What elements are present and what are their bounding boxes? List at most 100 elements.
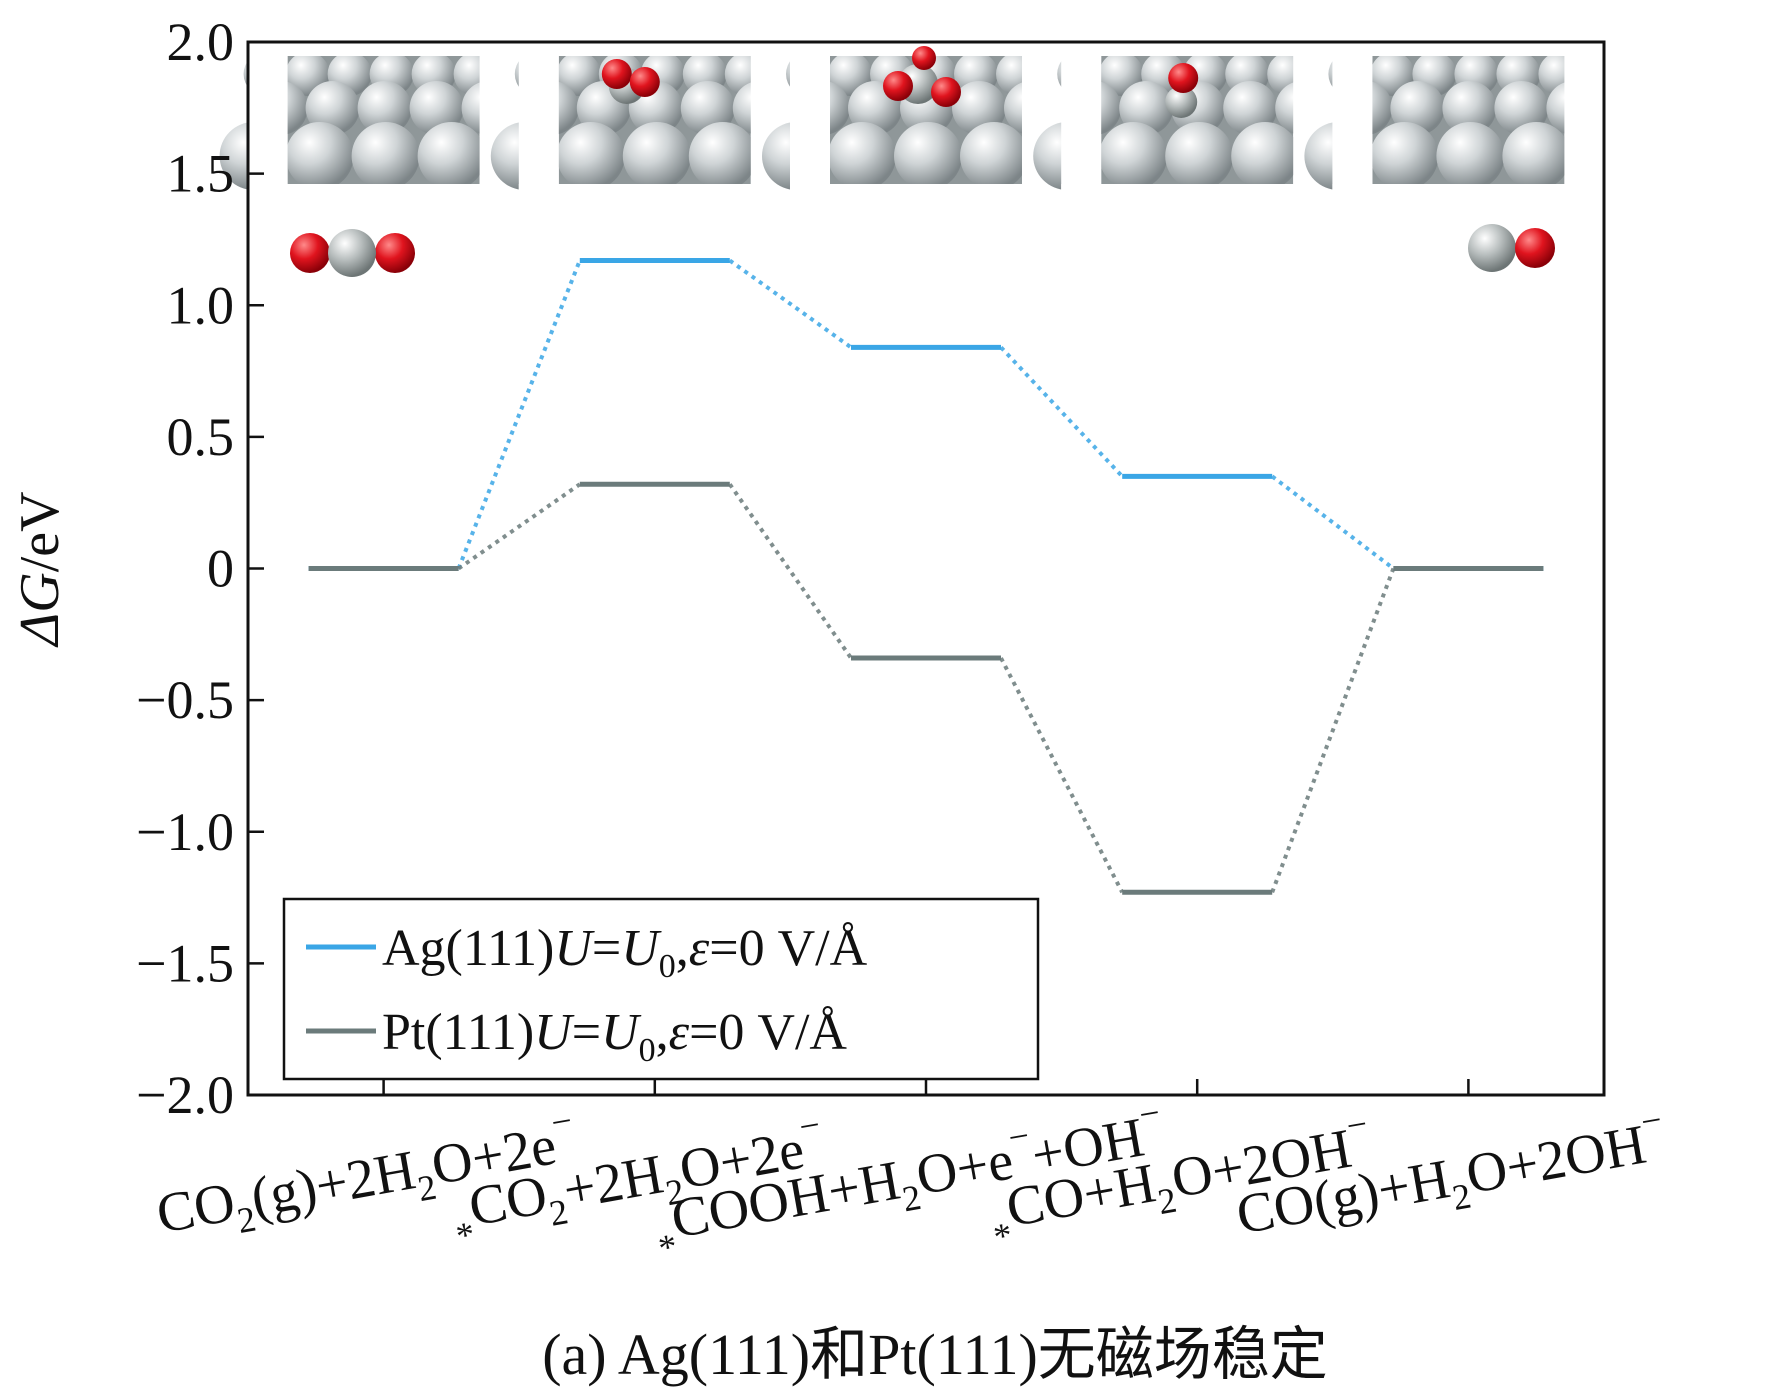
carbon-atom [328,229,376,277]
y-axis-unit: /eV [9,491,71,572]
metal-atom [1223,81,1278,135]
metal-atom [952,81,1006,135]
co-molecule [1468,224,1555,272]
legend-label-part: 0 [659,948,676,985]
legend-label-part: Pt(111) [382,1004,534,1061]
metal-atom [960,122,1028,190]
clip-bottom [790,184,1062,224]
clip-right [479,16,520,224]
legend-label: Pt(111)U=U0,ε=0 V/Å [382,1004,847,1069]
clip-right [750,16,791,224]
clip-right [1564,16,1605,224]
metal-atom [894,122,962,190]
oxygen-atom [931,77,961,107]
clip-left [1332,16,1373,224]
metal-atom [409,81,464,135]
transition-connector [1270,567,1396,893]
y-tick-label: −1.0 [136,802,234,862]
category-label-part: CO [152,1171,239,1246]
clip-bottom [1061,184,1334,224]
transition-connector [728,258,853,349]
transition-connector [999,346,1124,478]
structure-insets [219,16,1606,1097]
clip-left [247,16,288,224]
metal-atom [622,122,691,190]
clip-bottom [518,184,791,224]
metal-atom [285,122,354,190]
category-label-part: O+e [912,1129,1018,1207]
metal-atom [688,122,757,190]
legend-label-part: , [676,920,689,977]
metal-atom [1436,122,1505,190]
legend-label: Ag(111)U=U0,ε=0 V/Å [382,920,868,985]
oxygen-atom [375,233,415,273]
clip-right [1022,16,1062,224]
metal-atom [1370,122,1439,190]
oxygen-atom [601,59,632,89]
transition-connector [999,657,1124,894]
category-labels: CO2(g)+2H2O+2e−*CO2+2H2O+2e−*COOH+H2O+e−… [152,1092,1672,1268]
metal-atom [1165,122,1234,190]
y-tick-label: −2.0 [136,1065,234,1125]
plot-area: 2.0 1.5 1.0 0.5 0 −0.5 −1.0 −1.5 −2.0 ΔG/eV [9,12,1606,1125]
y-tick-label: 0.5 [167,407,235,467]
y-tick-label: −0.5 [136,670,234,730]
clip-top [518,16,791,56]
category-label: CO(g)+H2O+2OH− [1230,1099,1672,1255]
metal-atom [1099,122,1168,190]
y-tick-label: 2.0 [167,12,235,72]
carbon-atom [1468,224,1516,272]
legend-label-part: = [592,920,621,977]
oxygen-atom [1168,63,1199,93]
clip-right [1293,16,1334,224]
category-label-part: CO [464,1164,551,1239]
metal-atom [556,122,625,190]
legend-label-part: , [656,1004,669,1061]
oxygen-atom [1515,228,1555,268]
metal-atom [1390,81,1445,135]
legend-label-part: ε [669,1004,690,1061]
metal-atom [1119,81,1174,135]
legend: Ag(111)U=U0,ε=0 V/ÅPt(111)U=U0,ε=0 V/Å [282,897,1040,1081]
oxygen-atom [883,71,913,101]
metal-atom [680,81,735,135]
metal-atom [305,81,360,135]
clip-bottom [1332,184,1605,224]
legend-label-part: =0 V/Å [709,920,867,977]
series-1 [308,481,1544,895]
clip-left [1061,16,1102,224]
legend-label-part: U [621,920,662,977]
cooh-adsorbed-slab-inset [762,16,1062,224]
clip-bottom [247,184,520,224]
co2-molecule [290,229,415,277]
category-label-part: O+2OH [1462,1114,1651,1206]
clip-top [1061,16,1334,56]
category-label-part: +2H [559,1143,668,1221]
metal-atom [1442,81,1497,135]
metal-atom [417,122,486,190]
clip-left [790,16,830,224]
series-0 [308,257,1544,571]
metal-atom [828,122,896,190]
y-tick-label: −1.5 [136,933,234,993]
oxygen-atom [912,46,936,70]
metal-atom [351,122,420,190]
transition-connector [456,259,582,570]
oxygen-atom [629,67,660,97]
legend-label-part: U [601,1004,642,1061]
clean-slab-inset [1304,16,1605,224]
category-label-part: (g)+2H [246,1139,420,1229]
legend-label-part: 0 [639,1032,656,1069]
metal-atom [1231,122,1300,190]
figure-caption: (a) Ag(111)和Pt(111)无磁场稳定 [542,1322,1328,1387]
metal-atom [1494,81,1549,135]
oxygen-atom [290,233,330,273]
legend-label-part: ε [689,920,710,977]
transition-connector [1270,474,1395,571]
metal-atom [1502,122,1571,190]
clip-top [247,16,520,56]
clip-top [1332,16,1605,56]
carbon-atom [1165,86,1198,118]
legend-label-part: =0 V/Å [689,1004,847,1061]
